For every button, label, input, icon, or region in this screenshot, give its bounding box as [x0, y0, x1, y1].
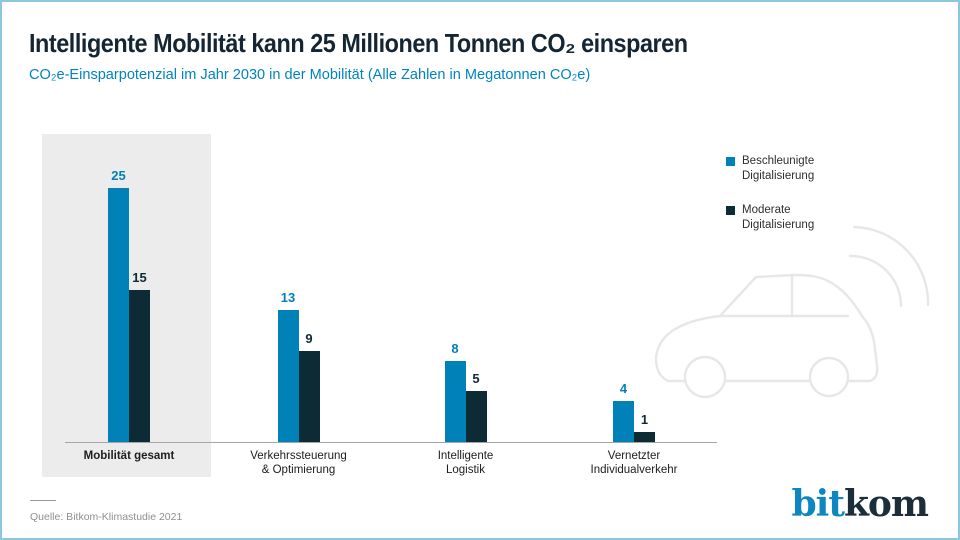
- legend-swatch-icon: [726, 157, 735, 166]
- legend-label: Beschleunigte Digitalisierung: [742, 155, 815, 182]
- bar-moderate: [634, 432, 655, 442]
- legend-item: Beschleunigte Digitalisierung: [726, 154, 847, 184]
- bar-value-label: 15: [132, 270, 147, 285]
- category-label: Verkehrssteuerung & Optimierung: [250, 450, 347, 476]
- bitkom-logo: bitkom: [791, 483, 929, 525]
- bar-value-label: 25: [111, 168, 126, 183]
- bar-moderate: [465, 391, 487, 442]
- bar-accelerated: [613, 401, 634, 442]
- category-label: Intelligente Logistik: [437, 450, 494, 476]
- bar-value-label: 4: [619, 381, 628, 396]
- bar-value-label: 1: [640, 412, 649, 427]
- x-axis-line: [65, 442, 717, 443]
- bar-accelerated: [277, 310, 299, 442]
- page-title: Intelligente Mobilität kann 25 Millionen…: [29, 28, 688, 58]
- bitkom-logo-bit: bit: [791, 483, 844, 525]
- page-subtitle: CO₂e-Einsparpotenzial im Jahr 2030 in de…: [29, 66, 591, 83]
- bar-moderate: [129, 290, 150, 442]
- bar-value-label: 8: [451, 341, 459, 356]
- category-label: Vernetzter Individualverkehr: [590, 450, 678, 476]
- bar-accelerated: [108, 188, 129, 442]
- bar-value-label: 9: [305, 331, 313, 346]
- bar-moderate: [298, 351, 320, 442]
- chart-legend: Beschleunigte Digitalisierung Moderate Di…: [726, 154, 847, 252]
- legend-swatch-icon: [726, 206, 735, 215]
- category-label: Mobilität gesamt: [83, 450, 175, 462]
- legend-label: Moderate Digitalisierung: [742, 204, 815, 231]
- bar-accelerated: [444, 361, 466, 442]
- source-text: Quelle: Bitkom-Klimastudie 2021: [30, 511, 183, 523]
- legend-item: Moderate Digitalisierung: [726, 203, 847, 233]
- bar-value-label: 5: [472, 371, 480, 386]
- bitkom-logo-kom: kom: [843, 483, 929, 525]
- connected-car-icon: [654, 225, 930, 399]
- source-divider: [30, 500, 56, 501]
- bar-value-label: 13: [280, 290, 296, 305]
